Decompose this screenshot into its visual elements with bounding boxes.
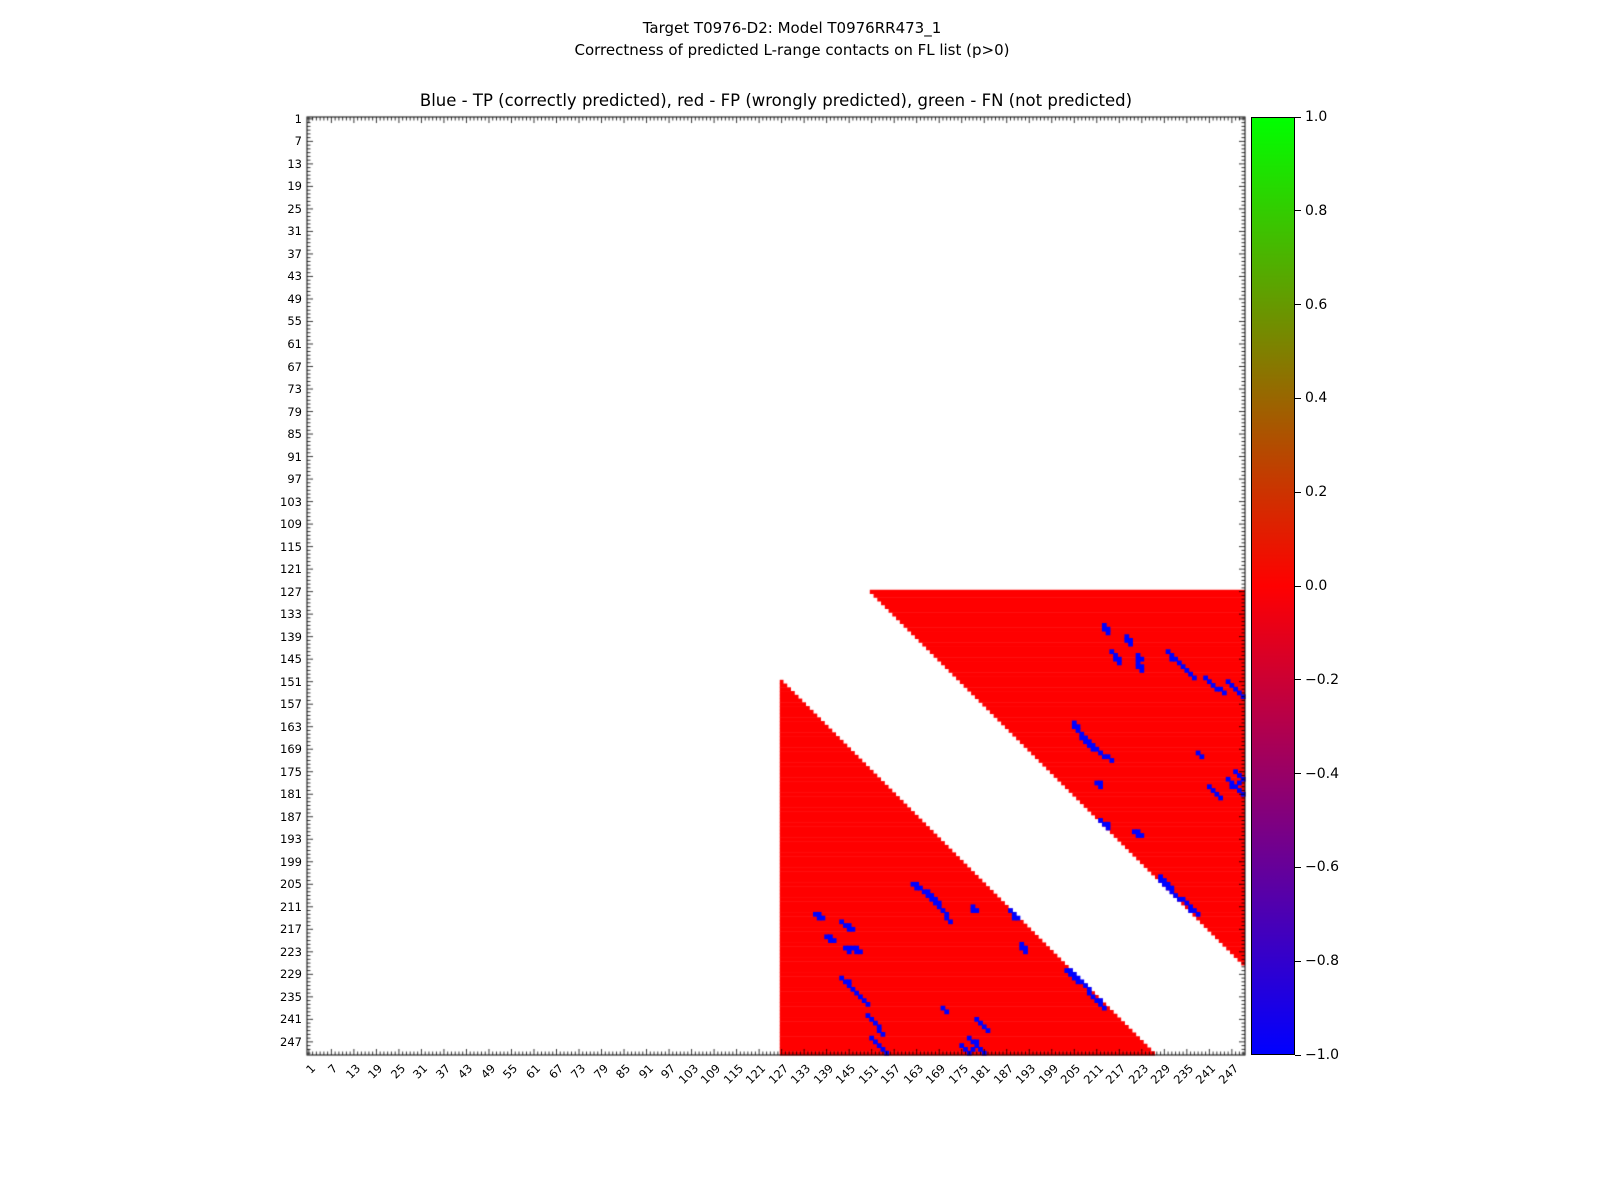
- y-tick-label: 241: [280, 1012, 302, 1027]
- y-tick-label: 181: [280, 787, 302, 802]
- y-tick-label: 97: [287, 472, 302, 487]
- y-tick-label: 103: [280, 494, 302, 509]
- colorbar-tick-label: 1.0: [1305, 109, 1328, 125]
- y-tick-label: 205: [280, 877, 302, 892]
- colorbar-tick-label: −0.8: [1305, 953, 1339, 970]
- y-tick-label: 55: [287, 314, 302, 329]
- y-tick-label: 25: [287, 201, 302, 216]
- y-tick-label: 151: [280, 674, 302, 689]
- y-tick-label: 229: [280, 967, 302, 982]
- y-tick-label: 169: [280, 742, 302, 757]
- y-tick-label: 1: [294, 111, 302, 126]
- y-tick-label: 157: [280, 697, 302, 712]
- colorbar-tick: [1295, 491, 1301, 493]
- colorbar-tick: [1295, 679, 1301, 681]
- y-tick-label: 211: [280, 899, 302, 914]
- y-tick-label: 19: [287, 179, 302, 194]
- y-tick-label: 139: [280, 629, 302, 644]
- colorbar-tick-label: 0.6: [1305, 296, 1328, 313]
- colorbar-tick-label: −0.2: [1305, 671, 1339, 688]
- y-tick-label: 121: [280, 562, 302, 577]
- axes-title: Blue - TP (correctly predicted), red - F…: [419, 91, 1133, 110]
- figure-suptitle-line1: Target T0976-D2: Model T0976RR473_1: [642, 19, 942, 37]
- colorbar-tick-label: −0.6: [1305, 859, 1339, 876]
- colorbar-tick-label: −1.0: [1305, 1047, 1339, 1063]
- y-tick-label: 73: [287, 382, 302, 397]
- y-tick-label: 115: [280, 539, 302, 554]
- y-tick-label: 109: [280, 517, 302, 532]
- y-tick-label: 85: [287, 427, 302, 442]
- colorbar-tick: [1295, 1054, 1301, 1056]
- colorbar-tick: [1295, 773, 1301, 775]
- contact-map-heatmap: [297, 107, 1255, 1065]
- y-tick-label: 67: [287, 359, 302, 374]
- y-tick-label: 133: [280, 607, 302, 622]
- colorbar-tick-label: 0.4: [1305, 390, 1328, 407]
- figure-suptitle-line2: Correctness of predicted L-range contact…: [574, 41, 1010, 59]
- y-tick-label: 193: [280, 832, 302, 847]
- y-tick-label: 43: [287, 269, 302, 284]
- colorbar-tick: [1295, 585, 1301, 587]
- y-tick-label: 247: [280, 1034, 302, 1049]
- y-tick-label: 79: [287, 404, 302, 419]
- y-tick-label: 31: [287, 224, 302, 239]
- colorbar-tick: [1295, 397, 1301, 399]
- colorbar-tick-label: −0.4: [1305, 765, 1339, 782]
- y-tick-label: 175: [280, 764, 302, 779]
- y-tick-label: 235: [280, 989, 302, 1004]
- colorbar-tick-label: 0.8: [1305, 202, 1328, 219]
- y-tick-label: 49: [287, 291, 302, 306]
- colorbar-tick: [1295, 960, 1301, 962]
- y-tick-label: 187: [280, 809, 302, 824]
- colorbar-tick-label: 0.0: [1305, 578, 1328, 594]
- y-tick-label: 163: [280, 719, 302, 734]
- y-tick-label: 13: [287, 156, 302, 171]
- colorbar-tick: [1295, 304, 1301, 306]
- colorbar-tick: [1295, 210, 1301, 212]
- y-tick-label: 61: [287, 336, 302, 351]
- y-tick-label: 217: [280, 922, 302, 937]
- colorbar-tick: [1295, 116, 1301, 118]
- y-tick-label: 127: [280, 584, 302, 599]
- y-tick-label: 91: [287, 449, 302, 464]
- colorbar-gradient: [1251, 117, 1295, 1055]
- y-tick-label: 37: [287, 246, 302, 261]
- y-tick-label: 223: [280, 944, 302, 959]
- y-tick-label: 145: [280, 652, 302, 667]
- colorbar-tick: [1295, 866, 1301, 868]
- y-tick-label: 199: [280, 854, 302, 869]
- y-tick-label: 7: [294, 134, 302, 149]
- colorbar-tick-label: 0.2: [1305, 484, 1328, 501]
